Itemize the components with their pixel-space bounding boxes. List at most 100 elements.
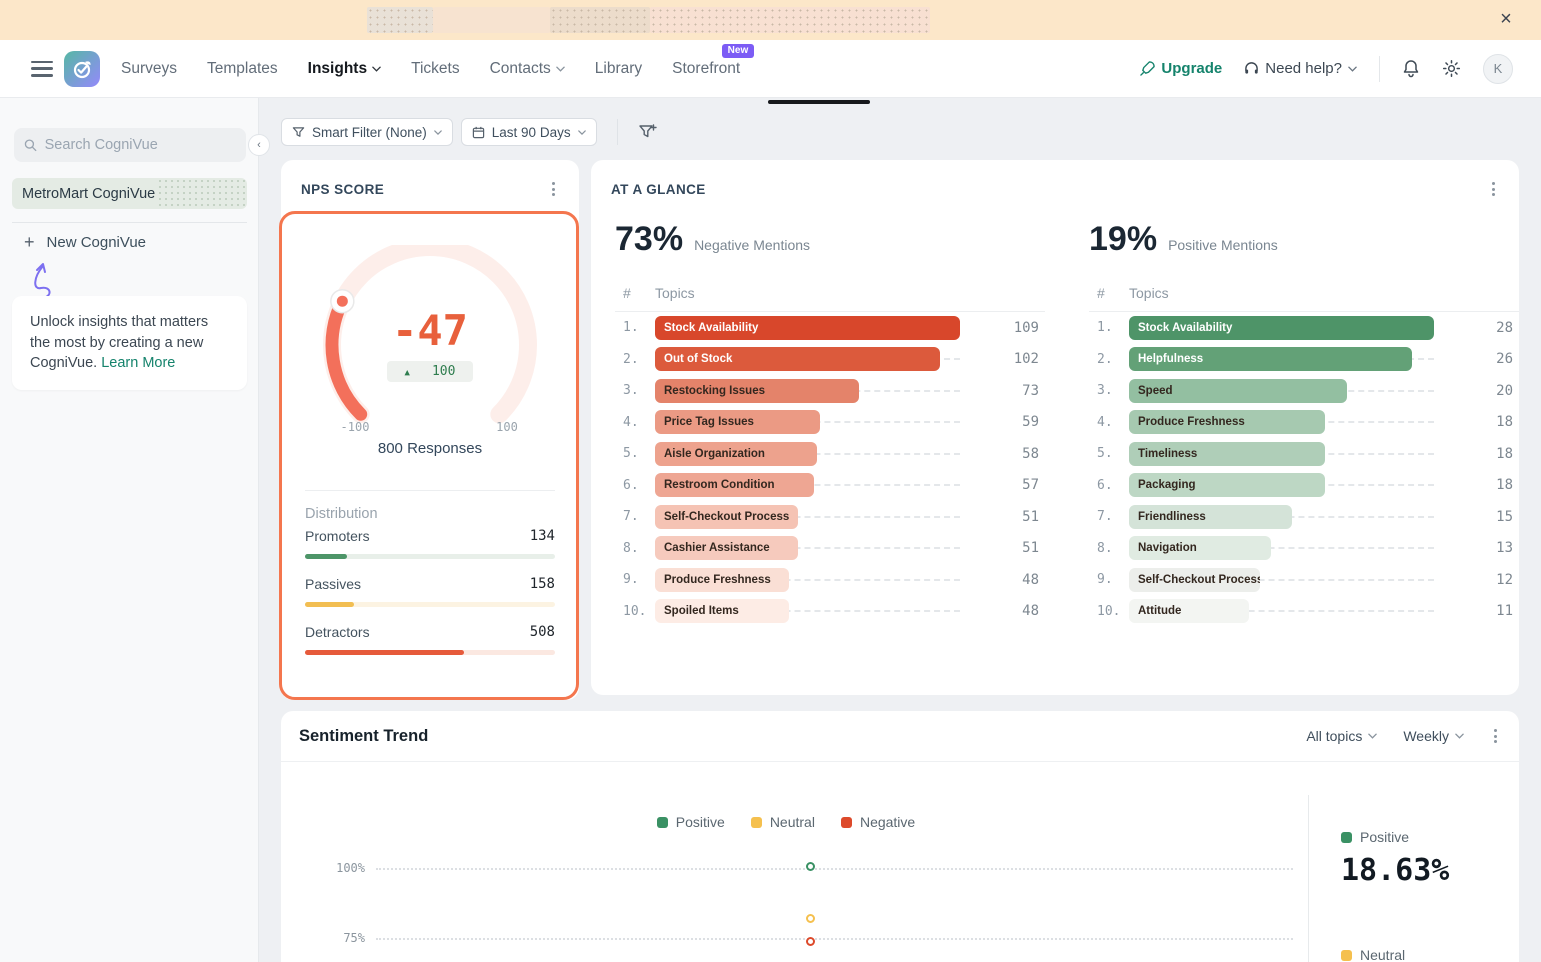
topic-value: 51 xyxy=(1022,540,1039,557)
topic-rank: 5. xyxy=(1097,446,1113,462)
topic-row[interactable]: 2. Out of Stock 102 xyxy=(615,344,1045,376)
topic-bar: Attitude xyxy=(1129,599,1249,624)
topic-bar: Packaging xyxy=(1129,473,1326,498)
date-range-dropdown[interactable]: Last 90 Days xyxy=(460,118,597,146)
topic-row[interactable]: 7. Friendliness 15 xyxy=(1089,501,1519,533)
distribution-title: Distribution xyxy=(305,506,378,522)
promo-learn-more-link[interactable]: Learn More xyxy=(101,355,176,372)
topic-row[interactable]: 1. Stock Availability 109 xyxy=(615,312,1045,344)
need-help-button[interactable]: Need help? xyxy=(1244,60,1357,77)
dist-value: 158 xyxy=(529,576,555,592)
topic-bar: Self-Checkout Process xyxy=(655,504,798,529)
topic-row[interactable]: 5. Aisle Organization 58 xyxy=(615,438,1045,470)
nav-item-library[interactable]: Library xyxy=(595,60,642,78)
legend-item-neutral[interactable]: Neutral xyxy=(750,814,815,830)
rocket-icon xyxy=(1140,61,1156,76)
horizontal-scrollbar-thumb[interactable] xyxy=(768,100,870,104)
topic-row[interactable]: 4. Produce Freshness 18 xyxy=(1089,407,1519,439)
y-tick-75: 75% xyxy=(343,931,365,945)
gauge-min-label: -100 xyxy=(340,420,370,434)
sidebar-item-active-project[interactable]: MetroMart CogniVue xyxy=(12,178,247,209)
dist-value: 134 xyxy=(529,528,555,544)
topic-bar: Aisle Organization xyxy=(655,441,818,466)
topics-filter-dropdown[interactable]: All topics xyxy=(1306,728,1378,744)
topic-rank: 1. xyxy=(623,320,639,336)
topic-row[interactable]: 9. Self-Checkout Process 12 xyxy=(1089,564,1519,596)
new-cognivue-button[interactable]: + New CogniVue xyxy=(24,232,146,253)
topic-bar-track xyxy=(1129,578,1434,581)
topic-row[interactable]: 10. Attitude 11 xyxy=(1089,596,1519,628)
topic-value: 109 xyxy=(1013,319,1039,336)
legend-item-negative[interactable]: Negative xyxy=(840,814,915,830)
data-point-positive[interactable] xyxy=(806,862,815,871)
topic-row[interactable]: 3. Restocking Issues 73 xyxy=(615,375,1045,407)
nav-item-surveys[interactable]: Surveys xyxy=(121,60,177,78)
topic-value: 57 xyxy=(1022,477,1039,494)
topic-row[interactable]: 4. Price Tag Issues 59 xyxy=(615,407,1045,439)
data-point-neutral[interactable] xyxy=(806,914,815,924)
topic-row[interactable]: 6. Packaging 18 xyxy=(1089,470,1519,502)
gridline-75 xyxy=(376,938,1293,940)
topic-value: 18 xyxy=(1496,477,1513,494)
banner-close-icon[interactable]: × xyxy=(1493,6,1519,32)
search-input[interactable] xyxy=(44,137,236,153)
nav-item-tickets[interactable]: Tickets xyxy=(411,60,460,78)
topic-rank: 10. xyxy=(1097,603,1121,619)
smart-filter-dropdown[interactable]: Smart Filter (None) xyxy=(281,118,453,146)
topic-row[interactable]: 1. Stock Availability 28 xyxy=(1089,312,1519,344)
topic-bar: Produce Freshness xyxy=(1129,410,1326,435)
settings-gear-icon[interactable] xyxy=(1442,59,1461,78)
hamburger-menu-icon[interactable] xyxy=(31,60,53,77)
nav-item-label: Contacts xyxy=(489,59,551,77)
sidebar-collapse-icon[interactable]: ‹ xyxy=(248,134,270,156)
add-filter-icon[interactable] xyxy=(638,123,658,142)
topic-row[interactable]: 3. Speed 20 xyxy=(1089,375,1519,407)
topic-rank: 7. xyxy=(1097,509,1113,525)
topic-bar: Speed xyxy=(1129,378,1347,403)
topic-row[interactable]: 10. Spoiled Items 48 xyxy=(615,596,1045,628)
glance-kebab-menu-icon[interactable] xyxy=(1488,178,1499,200)
nav-item-templates[interactable]: Templates xyxy=(207,60,278,78)
period-filter-dropdown[interactable]: Weekly xyxy=(1403,728,1464,744)
banner-texture xyxy=(433,7,550,33)
topic-row[interactable]: 6. Restroom Condition 57 xyxy=(615,470,1045,502)
sidebar-search[interactable] xyxy=(14,128,246,162)
topic-rank: 6. xyxy=(1097,477,1113,493)
user-avatar[interactable]: K xyxy=(1483,53,1513,84)
topic-bar-track xyxy=(655,578,960,581)
new-badge: New xyxy=(721,43,755,58)
topic-row[interactable]: 9. Produce Freshness 48 xyxy=(615,564,1045,596)
negative-stat: 73% xyxy=(615,220,684,258)
legend-item-positive[interactable]: Positive xyxy=(656,814,725,830)
topic-value: 48 xyxy=(1022,571,1039,588)
distribution-row-promoters: Promoters 134 xyxy=(305,528,555,559)
upgrade-button[interactable]: Upgrade xyxy=(1140,60,1222,77)
topic-row[interactable]: 2. Helpfulness 26 xyxy=(1089,344,1519,376)
promo-card: Unlock insights that matters the most by… xyxy=(12,296,247,390)
nav-item-insights[interactable]: Insights xyxy=(308,60,381,78)
topic-row[interactable]: 7. Self-Checkout Process 51 xyxy=(615,501,1045,533)
filter-toolbar: Smart Filter (None) Last 90 Days xyxy=(281,118,658,146)
nps-divider xyxy=(305,490,555,491)
nav-item-storefront[interactable]: Storefront New xyxy=(672,43,755,78)
notifications-bell-icon[interactable] xyxy=(1402,59,1420,78)
nav-item-contacts[interactable]: Contacts xyxy=(490,60,565,78)
banner-texture xyxy=(550,7,650,33)
summary-neutral: Neutral xyxy=(1341,947,1405,962)
negative-stat-label: Negative Mentions xyxy=(694,237,811,253)
nps-kebab-menu-icon[interactable] xyxy=(548,178,559,200)
topic-row[interactable]: 8. Cashier Assistance 51 xyxy=(615,533,1045,565)
topic-row[interactable]: 5. Timeliness 18 xyxy=(1089,438,1519,470)
topic-bar: Spoiled Items xyxy=(655,599,790,624)
data-point-negative[interactable] xyxy=(806,937,815,946)
topic-rank: 8. xyxy=(1097,540,1113,556)
dist-bar-track xyxy=(305,554,555,559)
sentiment-kebab-menu-icon[interactable] xyxy=(1490,725,1501,747)
positive-stat: 19% xyxy=(1089,220,1158,258)
topic-row[interactable]: 8. Navigation 13 xyxy=(1089,533,1519,565)
topic-value: 58 xyxy=(1022,445,1039,462)
topic-value: 12 xyxy=(1496,571,1513,588)
topic-bar: Friendliness xyxy=(1129,504,1293,529)
app-logo[interactable] xyxy=(64,50,100,87)
topic-bar: Self-Checkout Process xyxy=(1129,567,1260,592)
